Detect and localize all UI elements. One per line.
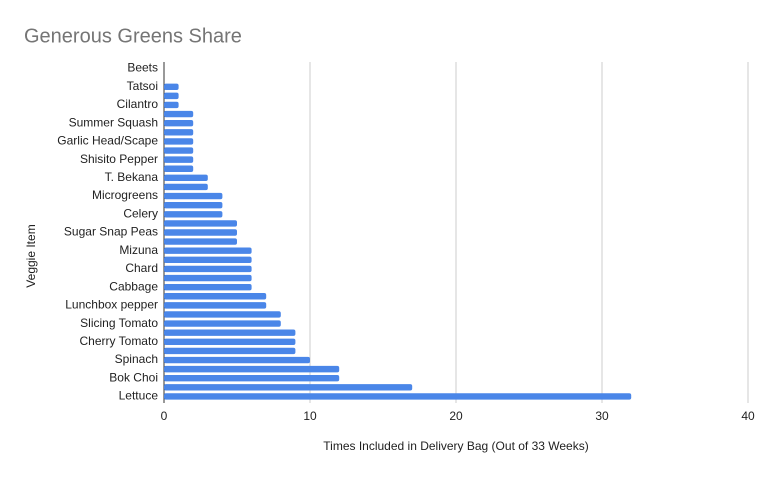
bar [164, 283, 252, 291]
y-axis-label: Veggie Item [24, 224, 38, 287]
bar [164, 338, 296, 345]
y-tick-label: Spinach [115, 352, 158, 366]
y-tick-label: Slicing Tomato [80, 316, 158, 330]
x-tick-label: 0 [161, 409, 168, 423]
bar [164, 375, 340, 382]
chart-title: Generous Greens Share [24, 25, 242, 47]
bar [164, 120, 194, 127]
y-tick-label: Garlic Head/Scape [57, 134, 158, 148]
bar [164, 211, 223, 218]
x-tick-label: 10 [303, 409, 317, 423]
bar [164, 201, 223, 209]
bar [164, 293, 267, 300]
y-tick-label: Sugar Snap Peas [64, 225, 158, 239]
bar [164, 129, 194, 136]
bar [164, 156, 194, 163]
y-tick-label: Shisito Pepper [80, 152, 158, 166]
bar [164, 174, 208, 182]
bar [164, 302, 267, 309]
bar [164, 356, 310, 364]
y-tick-label: Bok Choi [109, 370, 158, 384]
y-tick-label: Lunchbox pepper [65, 298, 158, 312]
y-tick-label: Microgreens [92, 188, 158, 202]
y-tick-label: Beets [127, 61, 158, 75]
bar [164, 192, 223, 200]
bar [164, 110, 194, 118]
y-tick-label: T. Bekana [105, 170, 159, 184]
bar [164, 138, 194, 145]
bar [164, 165, 194, 172]
bar [164, 320, 281, 327]
x-tick-label: 30 [595, 409, 609, 423]
y-tick-label: Lettuce [119, 389, 159, 403]
x-tick-label: 20 [449, 409, 463, 423]
bar [164, 92, 179, 100]
bar [164, 274, 252, 282]
bar [164, 384, 413, 391]
y-tick-label: Mizuna [119, 243, 158, 257]
y-tick-label: Cherry Tomato [80, 334, 159, 348]
bar [164, 83, 179, 90]
bar [164, 329, 296, 336]
bar [164, 147, 194, 154]
y-tick-label: Cabbage [109, 279, 158, 293]
x-tick-label: 40 [741, 409, 755, 423]
bar [164, 238, 237, 245]
bar [164, 220, 237, 227]
bar [164, 247, 252, 254]
y-tick-label: Tatsoi [127, 79, 158, 93]
bar [164, 311, 281, 318]
bar [164, 347, 296, 355]
y-tick-label: Chard [125, 261, 158, 275]
bar [164, 183, 208, 191]
bar [164, 265, 252, 273]
bar [164, 229, 237, 236]
bar [164, 365, 340, 373]
bar [164, 256, 252, 264]
x-axis-label: Times Included in Delivery Bag (Out of 3… [323, 439, 588, 453]
y-tick-label: Cilantro [117, 97, 159, 111]
y-tick-label: Celery [123, 206, 158, 220]
bar [164, 393, 632, 400]
bar [164, 101, 179, 109]
y-tick-label: Summer Squash [69, 115, 158, 129]
